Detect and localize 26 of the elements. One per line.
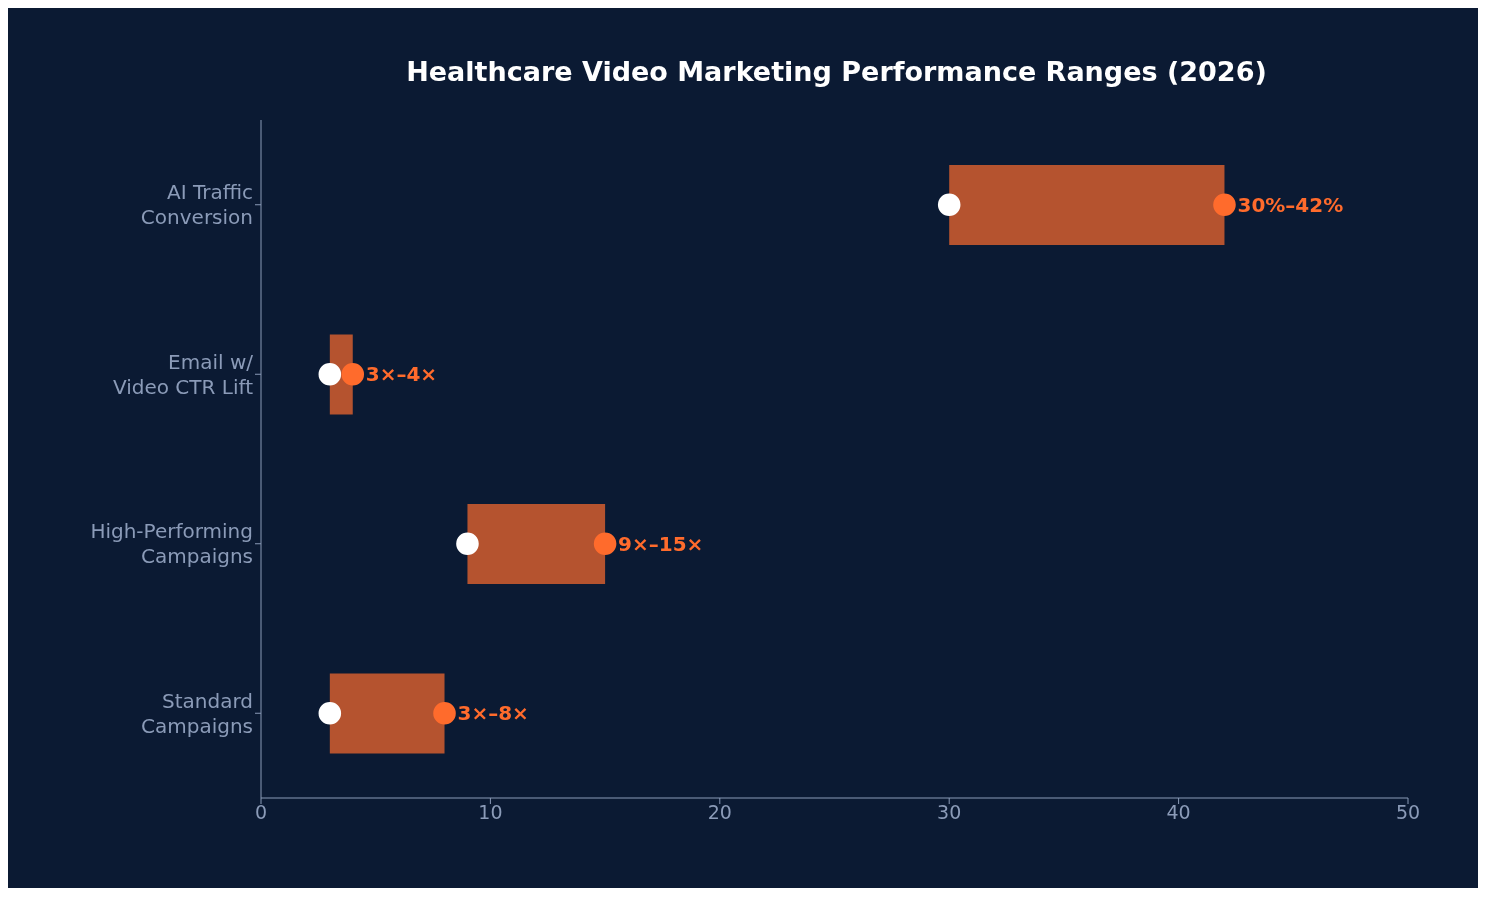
point (341, 362, 365, 386)
point (593, 532, 617, 556)
point (456, 532, 479, 556)
y-tick-label: AI Traffic Conversion (140, 180, 253, 230)
bar (329, 673, 445, 754)
annotation: 30%–42% (1237, 192, 1344, 217)
point (1213, 193, 1236, 217)
point (318, 701, 342, 725)
annotation: 9×–15× (618, 531, 704, 556)
x-tick-label: 0 (254, 801, 268, 824)
bar (949, 165, 1225, 245)
y-tick-label: Standard Campaigns (140, 688, 253, 738)
y-tick-label: High-Performing Campaigns (90, 519, 253, 569)
x-tick-label: 10 (478, 801, 503, 824)
chart-title: Healthcare Video Marketing Performance Ranges (2026) (405, 56, 1268, 87)
point (937, 193, 961, 217)
point (318, 362, 342, 386)
x-tick-label: 20 (707, 801, 732, 824)
x-tick-label: 50 (1395, 801, 1421, 824)
annotation: 3×–4× (365, 362, 438, 387)
x-tick-label: 30 (937, 801, 962, 824)
bar (467, 504, 606, 584)
annotation: 3×–8× (457, 701, 529, 726)
point (433, 701, 456, 725)
x-tick-label: 40 (1166, 801, 1191, 824)
y-tick-label: Email w/ Video CTR Lift (112, 349, 254, 399)
